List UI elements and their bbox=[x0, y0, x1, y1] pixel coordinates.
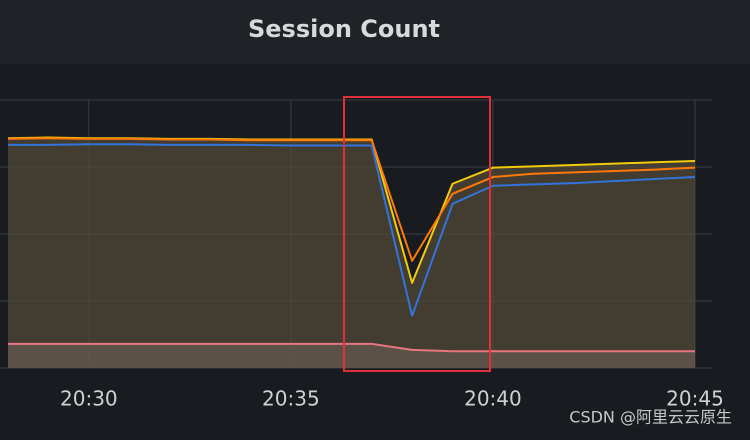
series-line bbox=[7, 137, 696, 262]
chart-title: Session Count bbox=[248, 15, 440, 43]
highlight-box bbox=[343, 96, 491, 372]
x-tick-label: 20:40 bbox=[464, 387, 522, 411]
x-tick-label: 20:30 bbox=[60, 387, 118, 411]
series-line bbox=[8, 342, 695, 353]
x-tick-label: 20:35 bbox=[262, 387, 320, 411]
series-line bbox=[8, 143, 696, 317]
x-tick-label: 20:45 bbox=[666, 387, 724, 411]
area-fill bbox=[8, 137, 695, 368]
watermark: CSDN @阿里云云原生 bbox=[569, 408, 732, 427]
title-bar bbox=[0, 0, 750, 64]
plot-area: 20:30 20:35 20:40 20:45 bbox=[0, 99, 724, 411]
area-fill bbox=[8, 343, 695, 368]
